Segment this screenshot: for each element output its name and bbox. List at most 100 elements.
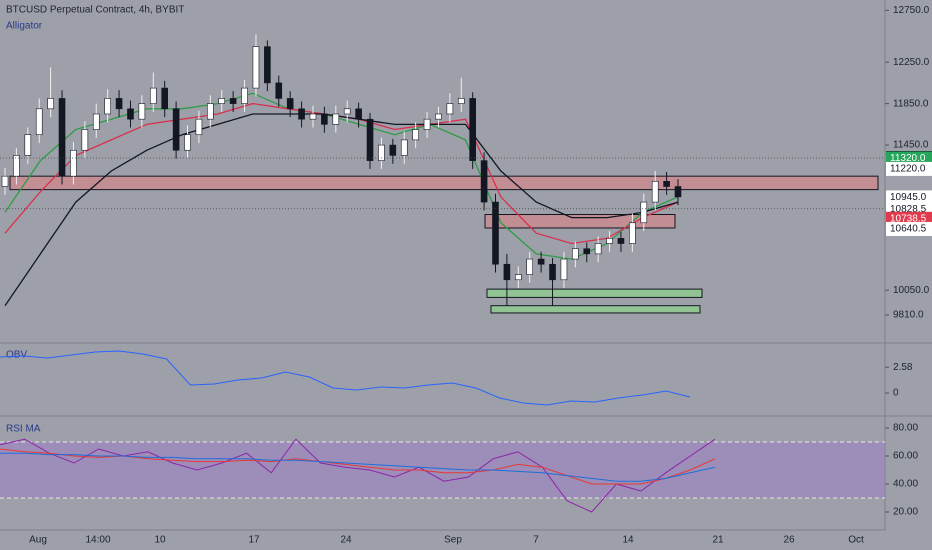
x-tick-label: Sep xyxy=(444,535,462,546)
candle-body xyxy=(583,248,591,255)
candle-body xyxy=(366,118,374,161)
rsi-band xyxy=(0,442,885,498)
zone xyxy=(9,175,879,191)
price-label: 10738.5 xyxy=(890,213,927,224)
y-tick-label: 12250.0 xyxy=(893,57,930,68)
candle-body xyxy=(115,98,123,110)
candle-body xyxy=(81,129,89,151)
candle-body xyxy=(13,155,20,177)
candle-body xyxy=(503,263,511,281)
zone xyxy=(490,305,701,314)
candle-body xyxy=(651,181,659,203)
x-tick-label: 14 xyxy=(622,535,634,546)
candle-body xyxy=(172,108,180,151)
candle-body xyxy=(435,113,442,120)
candle-body xyxy=(58,98,66,177)
candle-body xyxy=(446,103,454,115)
y-tick-label: 11450.0 xyxy=(893,140,929,151)
candle-body xyxy=(480,160,488,203)
x-tick-label: 14:00 xyxy=(85,535,110,546)
y-tick-label: 40.00 xyxy=(893,479,918,490)
x-tick-label: 7 xyxy=(533,535,539,546)
candle-body xyxy=(423,118,431,130)
candle-body xyxy=(321,113,328,125)
y-tick-label: 80.00 xyxy=(893,423,918,434)
candle-body xyxy=(1,175,9,187)
candle-body xyxy=(92,113,100,130)
rsi-line xyxy=(0,452,716,482)
candle-body xyxy=(343,108,351,115)
candle-body xyxy=(663,181,670,187)
candle-body xyxy=(457,98,465,104)
candle-body xyxy=(549,263,556,281)
x-tick-label: 10 xyxy=(154,535,166,546)
candle-body xyxy=(104,98,111,115)
rsi-line xyxy=(0,438,716,513)
candle-body xyxy=(617,238,625,244)
price-label: 11220.0 xyxy=(890,164,926,175)
obv-title: OBV xyxy=(6,350,27,361)
y-tick-label: 10050.0 xyxy=(893,285,930,296)
candle-body xyxy=(594,243,602,255)
candle-body xyxy=(161,87,168,110)
candle-body xyxy=(629,222,636,244)
candle-body xyxy=(606,238,613,244)
candle-body xyxy=(674,186,682,198)
x-tick-label: 17 xyxy=(248,535,260,546)
x-tick-label: Aug xyxy=(29,535,47,546)
candle-body xyxy=(35,108,43,136)
candle-body xyxy=(378,144,385,161)
candle-body xyxy=(355,108,362,120)
candle-body xyxy=(24,134,32,156)
candle-body xyxy=(275,82,283,99)
x-tick-label: Oct xyxy=(848,535,864,546)
candle-body xyxy=(70,149,77,177)
candle-body xyxy=(252,46,260,89)
x-tick-label: 21 xyxy=(712,535,724,546)
candle-body xyxy=(207,103,214,120)
indicator-label: Alligator xyxy=(6,21,43,32)
price-label: 10640.5 xyxy=(890,224,927,235)
candle-body xyxy=(149,87,157,104)
y-tick-label: 0 xyxy=(893,388,899,399)
x-tick-label: 26 xyxy=(783,535,795,546)
rsi-title: RSI MA xyxy=(6,424,41,435)
obv-line xyxy=(0,350,691,406)
candle-body xyxy=(332,113,340,125)
x-tick-label: 24 xyxy=(340,535,352,546)
candle-body xyxy=(47,98,54,110)
price-label: 10945.0 xyxy=(890,192,927,203)
y-tick-label: 11850.0 xyxy=(893,98,929,109)
chart-title: BTCUSD Perpetual Contract, 4h, BYBIT xyxy=(6,5,184,16)
y-tick-label: 12750.0 xyxy=(893,5,930,16)
candle-body xyxy=(298,108,305,120)
candle-body xyxy=(560,258,568,281)
candle-body xyxy=(241,87,248,104)
candle-body xyxy=(492,201,499,265)
candle-body xyxy=(309,113,317,120)
y-tick-label: 9810.0 xyxy=(893,310,924,321)
candle-body xyxy=(537,258,545,265)
y-tick-label: 20.00 xyxy=(893,507,918,518)
y-tick-label: 60.00 xyxy=(893,451,918,462)
candle-body xyxy=(264,46,271,84)
price-label: 11320.0 xyxy=(890,153,926,164)
candle-body xyxy=(184,134,191,151)
y-tick-label: 2.58 xyxy=(893,362,913,373)
candle-body xyxy=(526,258,534,275)
candle-body xyxy=(195,118,203,136)
candle-body xyxy=(640,201,648,224)
price-label-box xyxy=(886,190,932,205)
candle-body xyxy=(400,139,408,156)
price-label-box xyxy=(886,161,932,176)
candle-body xyxy=(572,248,579,260)
candle-body xyxy=(127,108,134,120)
candle-body xyxy=(286,98,294,110)
zone xyxy=(484,214,676,229)
ma-line xyxy=(4,113,679,307)
candle-body xyxy=(229,98,237,104)
price-label-box xyxy=(886,221,932,236)
price-label: 10828.5 xyxy=(890,204,927,215)
candle-body xyxy=(469,98,476,161)
